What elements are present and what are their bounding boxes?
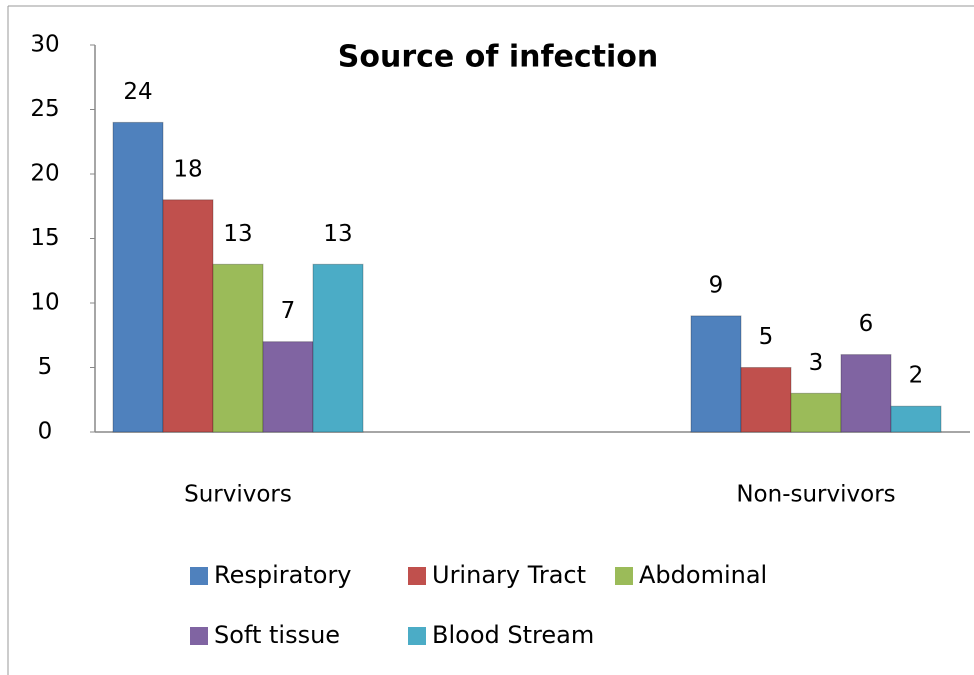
data-label: 7 [281,298,296,324]
bar [890,405,942,433]
legend-label: Blood Stream [432,621,594,649]
bar [740,367,792,433]
bar [690,315,742,433]
bar [790,392,842,433]
y-tick-label: 15 [30,225,59,251]
y-tick-label: 0 [38,419,53,445]
data-label: 6 [859,311,874,337]
legend-swatch [408,567,426,585]
chart-title: Source of infection [338,40,658,75]
data-label: 13 [223,221,252,247]
data-label: 3 [809,350,824,376]
legend-label: Urinary Tract [432,561,586,589]
bar [840,354,892,433]
bar [112,121,164,433]
y-tick-label: 25 [30,96,59,122]
data-label: 5 [759,324,774,350]
x-tick-label: Non-survivors [736,482,895,508]
legend-swatch [615,567,633,585]
legend-label: Abdominal [639,561,767,589]
data-label: 13 [323,221,352,247]
bar [262,341,314,433]
y-tick-label: 10 [30,290,59,316]
y-tick-label: 30 [30,32,59,58]
data-label: 24 [123,79,152,105]
legend-swatch [190,627,208,645]
legend-label: Respiratory [214,561,352,589]
x-tick-label: Survivors [184,482,292,508]
legend-swatch [408,627,426,645]
data-label: 9 [709,272,724,298]
bar [212,263,264,433]
y-tick-label: 5 [38,354,53,380]
bar [162,199,214,433]
legend-swatch [190,567,208,585]
legend-label: Soft tissue [214,621,340,649]
bar [312,263,364,433]
y-tick-label: 20 [30,161,59,187]
data-label: 18 [173,156,202,182]
data-label: 2 [909,363,924,389]
